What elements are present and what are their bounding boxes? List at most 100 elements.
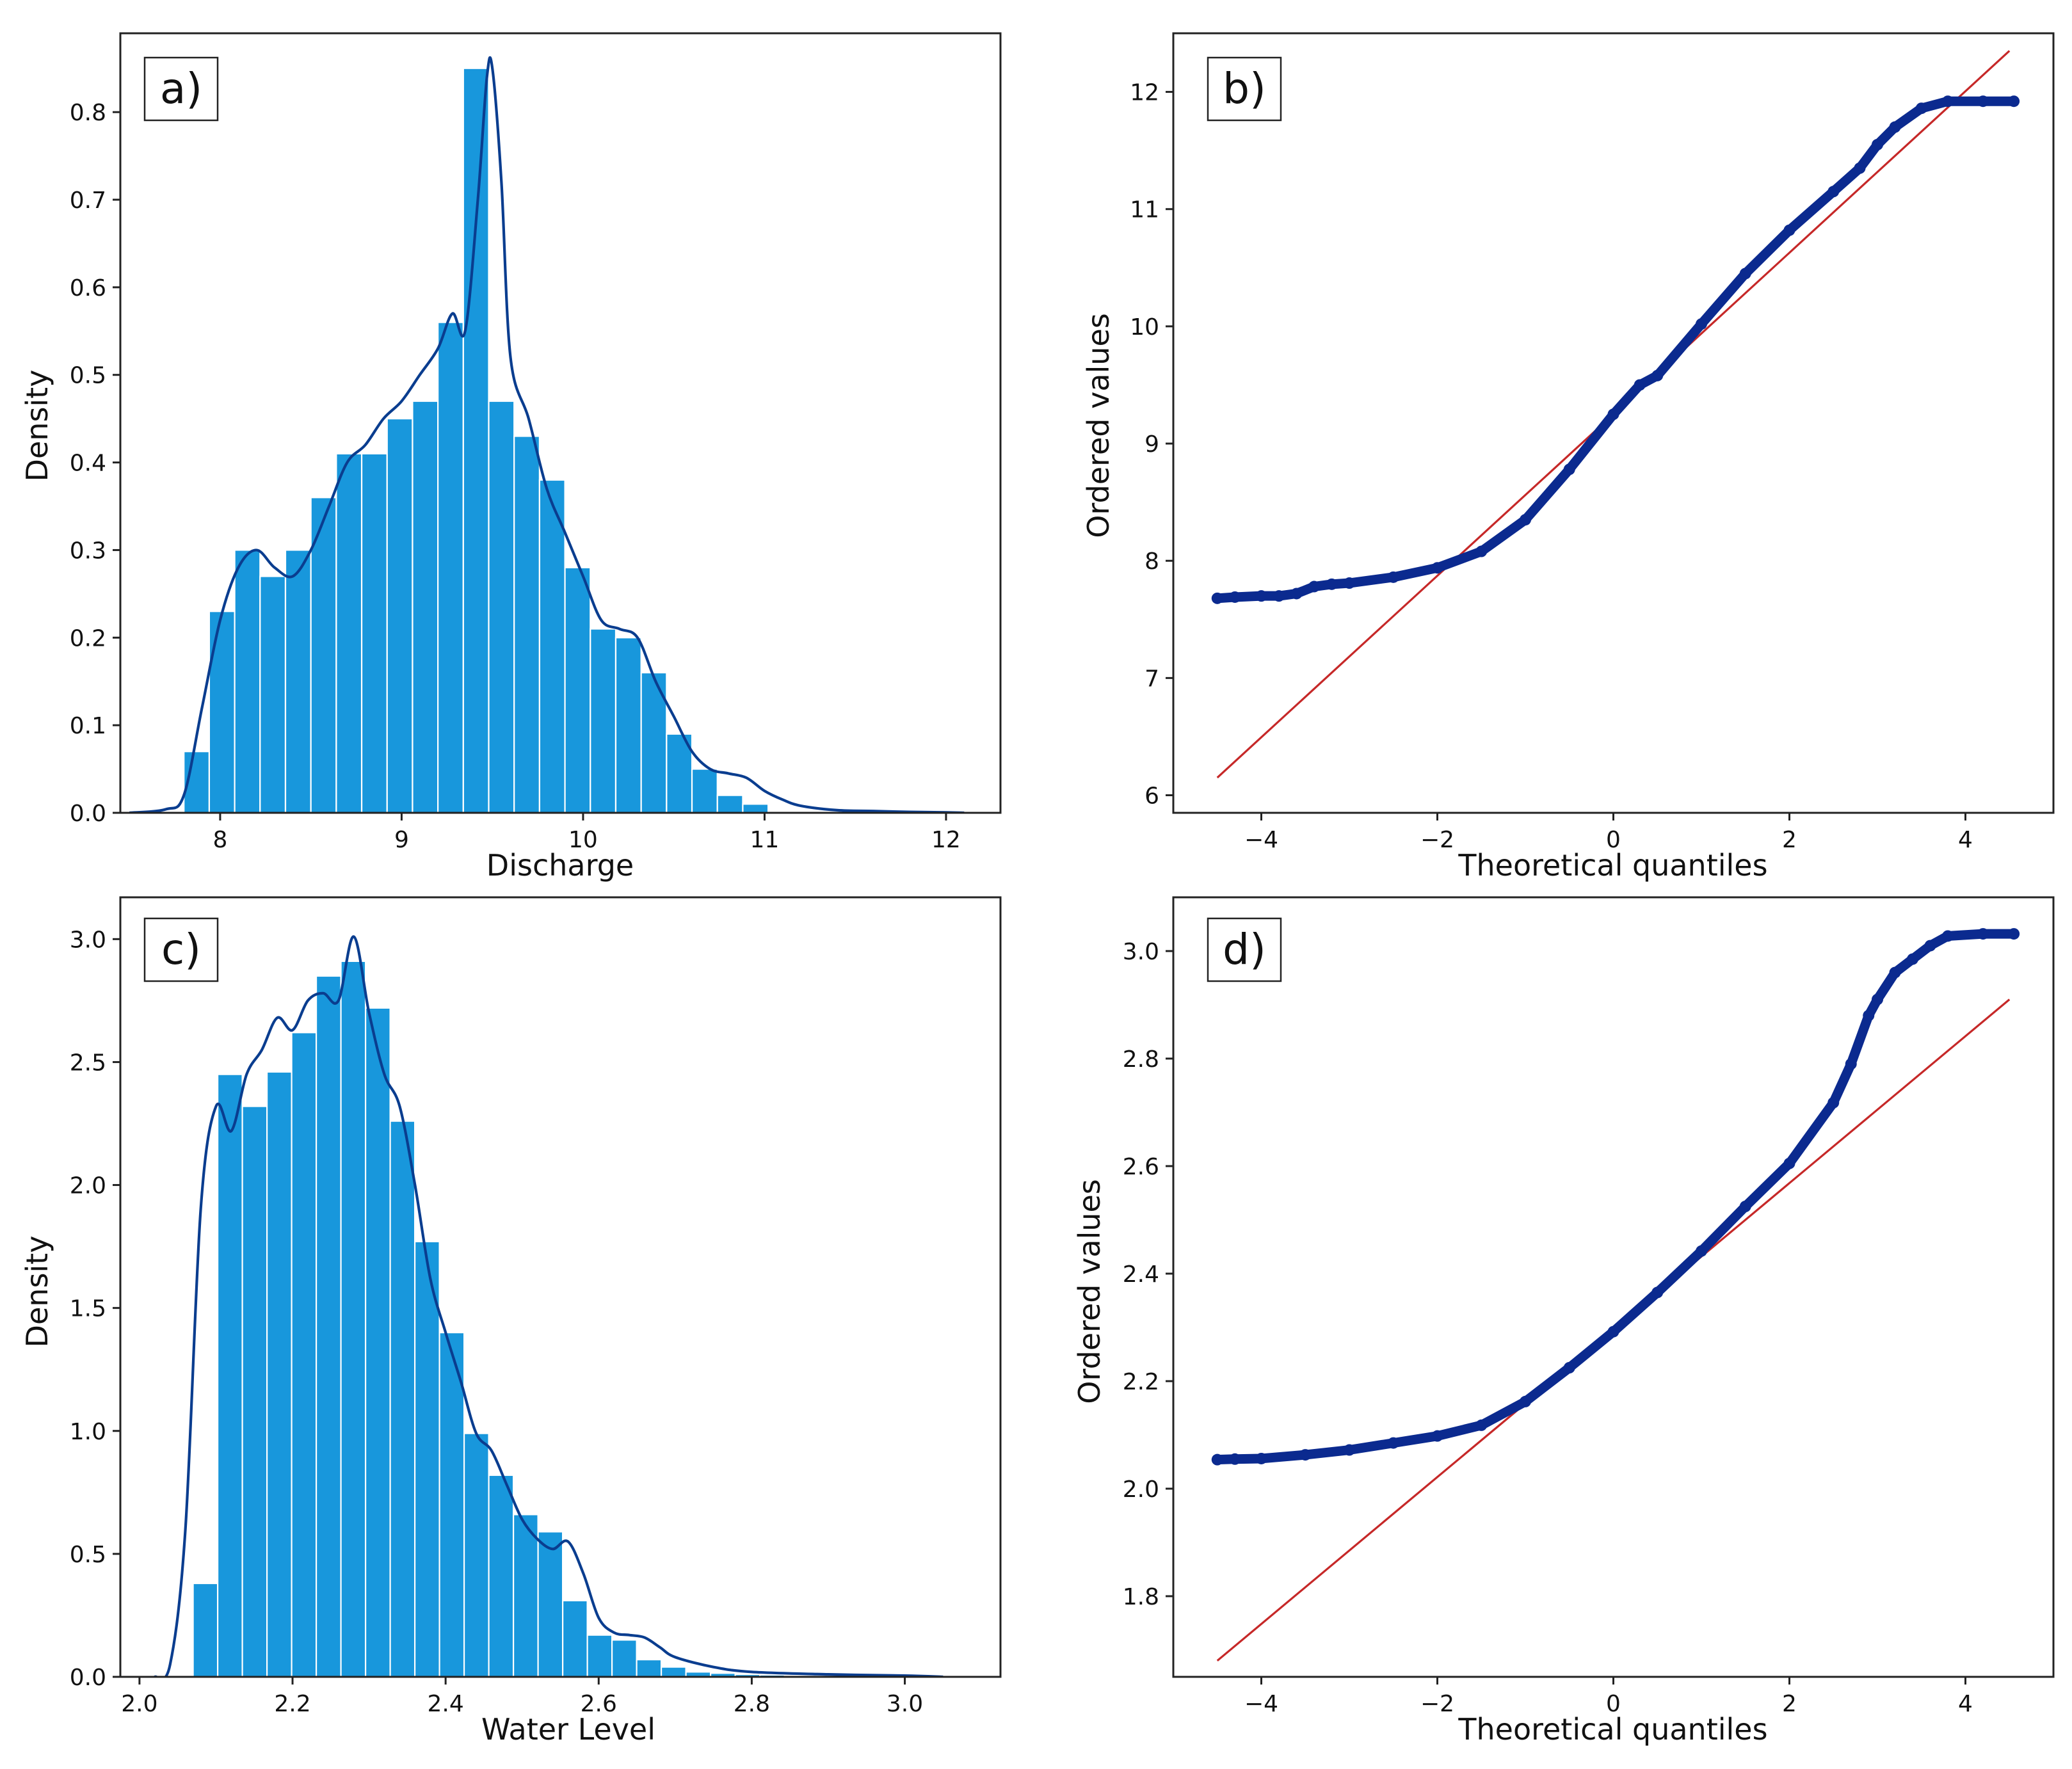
panel-b-qq-point <box>1273 590 1285 602</box>
panel-b-qq-point <box>1872 139 1883 150</box>
panel-c-x-axis-label: Water Level <box>481 1712 655 1747</box>
panel-d-y-tick-label: 2.0 <box>1123 1477 1159 1503</box>
panel-d-plot-area <box>1211 928 2020 1662</box>
panel-b-qq-point <box>1387 571 1399 583</box>
panel-a-plot-area <box>129 56 965 813</box>
panel-d-qq-point <box>1387 1437 1399 1449</box>
panel-d-y-tick-label: 2.4 <box>1123 1261 1159 1288</box>
panel-c-x-tick-label: 2.6 <box>581 1691 617 1717</box>
panel-d-y-axis-label: Ordered values <box>1072 1179 1107 1404</box>
panel-a-x-tick-label: 12 <box>931 827 961 853</box>
panel-b-qq-point <box>1308 580 1320 593</box>
panel-d-qq-point <box>1942 930 1954 942</box>
panel-a-histogram-bar <box>386 418 414 813</box>
panel-c-x-tick-label: 3.0 <box>887 1691 923 1717</box>
panel-c-histogram-bar <box>266 1071 293 1677</box>
panel-c-histogram-bar <box>438 1331 465 1677</box>
panel-d-y-tick-label: 2.6 <box>1123 1154 1159 1180</box>
panel-c-y-tick-label: 2.0 <box>70 1173 106 1199</box>
panel-c-ticks: 2.0 2.2 2.4 2.6 2.8 3.0 0.0 0.5 1.0 1.5 2.0 2.5 3.0 <box>70 927 923 1717</box>
panel-d-tag-box <box>1207 917 1282 982</box>
panel-d-y-tick-label: 1.8 <box>1123 1584 1159 1610</box>
panel-b-y-tick-label: 11 <box>1130 197 1159 223</box>
panel-d-qq-point <box>1739 1201 1751 1212</box>
panel-d-qq-point <box>1563 1362 1575 1373</box>
panel-d-qq-point <box>1344 1444 1355 1456</box>
panel-d-x-tick-label: 4 <box>1958 1691 1973 1717</box>
panel-b-y-tick-label: 9 <box>1144 431 1159 458</box>
panel-d-qq-point <box>1845 1058 1857 1070</box>
panel-a-tag-box <box>143 56 219 122</box>
panel-a-ticks: 8 9 10 11 12 0.0 0.1 0.2 0.3 0.4 0.5 0.6 0.7 0.8 <box>70 100 961 853</box>
panel-b-x-axis-label: Theoretical quantiles <box>1458 848 1767 883</box>
panel-a-histogram-bar <box>234 549 261 813</box>
panel-b-qq-point <box>1634 379 1646 391</box>
panel-b-qq-point <box>1326 578 1338 590</box>
panel-a-x-axis-label: Discharge <box>486 848 634 883</box>
panel-c-y-tick-label: 2.5 <box>70 1050 106 1076</box>
panel-a-y-axis-label: Density <box>20 370 54 482</box>
panel-b-qq-point <box>1739 268 1751 280</box>
panel-d-qq-point <box>1977 928 1989 940</box>
panel-a-histogram-bar <box>335 452 363 813</box>
panel-a-y-tick-label: 0.8 <box>70 100 106 126</box>
panel-c-y-tick-label: 1.0 <box>70 1419 106 1445</box>
panel-d-qq-point <box>1255 1452 1267 1464</box>
panel-d-qq-point <box>1211 1453 1223 1466</box>
panel-a-histogram-bar <box>208 611 236 813</box>
panel-d-qq-point <box>1607 1325 1619 1338</box>
panel-c-x-tick-label: 2.2 <box>274 1691 310 1717</box>
panel-b-y-tick-label: 6 <box>1144 783 1159 810</box>
panel-d-x-axis-label: Theoretical quantiles <box>1458 1712 1767 1747</box>
panel-b-qq-point <box>1889 121 1901 133</box>
panel-c-plot-area <box>154 935 944 1677</box>
panel-c-histogram-bar <box>586 1634 613 1677</box>
panel-a-x-tick-label: 9 <box>394 827 409 853</box>
panel-a-histogram-bar <box>462 67 490 813</box>
panel-a-histogram-bar <box>538 479 566 813</box>
panel-a-x-tick-label: 8 <box>213 827 227 853</box>
panel-b-x-tick-label: −2 <box>1420 827 1454 853</box>
panel-a-y-tick-label: 0.6 <box>70 275 106 301</box>
panel-c-x-tick-label: 2.0 <box>121 1691 157 1717</box>
panel-c-histogram-bar <box>241 1105 268 1677</box>
panel-a-x-tick-label: 11 <box>750 827 780 853</box>
panel-a-histogram-bar <box>716 794 744 813</box>
panel-a-x-tick-label: 10 <box>568 827 598 853</box>
panel-b-y-tick-label: 7 <box>1144 666 1159 692</box>
panel-d-qq-point <box>1827 1096 1840 1109</box>
panel-d-x-tick-label: 0 <box>1606 1691 1621 1717</box>
panel-d-qq-point <box>1229 1453 1241 1465</box>
panel-a-histogram-bar <box>310 497 337 813</box>
panel-a-y-tick-label: 0.4 <box>70 451 106 477</box>
panel-c-axes-frame <box>119 896 1002 1678</box>
panel-b-y-tick-label: 8 <box>1144 548 1159 575</box>
panel-a-histogram-bar <box>614 637 642 813</box>
panel-b-y-tick-label: 12 <box>1130 80 1159 106</box>
panel-b-x-tick-label: 0 <box>1606 827 1621 853</box>
panel-b-qq-point <box>1475 545 1488 557</box>
panel-b-tag-box <box>1207 56 1282 122</box>
panel-c-histogram-bar <box>389 1120 416 1677</box>
panel-b-qq-point <box>1229 591 1241 603</box>
panel-c-histogram-bar <box>291 1032 317 1677</box>
panel-a-y-tick-label: 0.2 <box>70 625 106 652</box>
panel-a-histogram-bar <box>691 768 718 813</box>
panel-c-histogram-bar <box>463 1432 490 1677</box>
panel-d-qq-point <box>1924 940 1936 952</box>
panel-b-qq-point <box>1520 514 1531 526</box>
panel-b-qq-point <box>2008 95 2020 108</box>
panel-c-histogram-bar <box>561 1599 588 1677</box>
panel-c-histogram-bar <box>488 1474 515 1677</box>
panel-a-discharge-histogram: 8 9 10 11 12 0.0 0.1 0.2 0.3 0.4 0.5 0.6 0.7 0.8 a) D… <box>20 32 1002 883</box>
panel-c-x-tick-label: 2.8 <box>734 1691 770 1717</box>
panel-d-y-tick-label: 3.0 <box>1123 939 1159 965</box>
panel-d-qq-point <box>2008 928 2020 940</box>
panel-b-qq-point <box>1942 95 1954 108</box>
panel-b-discharge-qq-plot: −4 −2 0 2 4 6 7 8 9 10 11 12 b) Theoretical quantil… <box>1081 32 2055 883</box>
panel-c-tag: c) <box>161 925 201 974</box>
panel-c-histogram-bar <box>537 1531 564 1677</box>
panel-b-qq-point <box>1915 102 1927 115</box>
panel-b-x-tick-label: 4 <box>1958 827 1973 853</box>
